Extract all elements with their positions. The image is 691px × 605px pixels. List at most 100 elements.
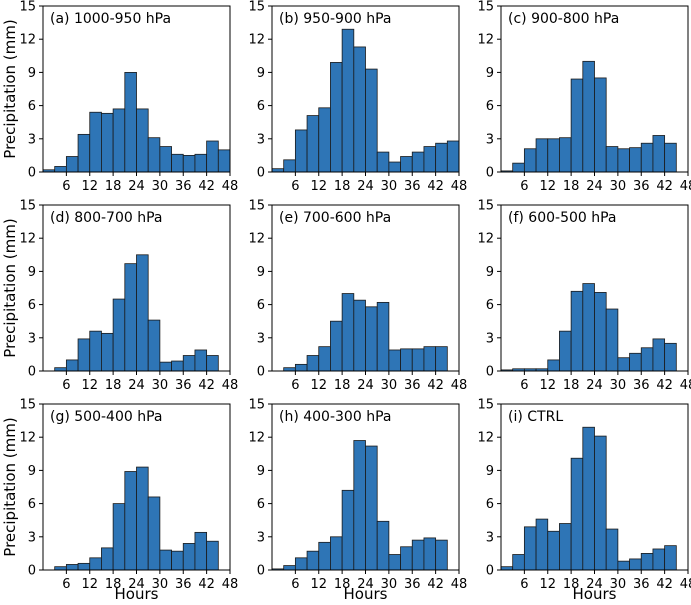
x-tick-label: 6 xyxy=(62,378,70,393)
x-tick-label: 36 xyxy=(175,378,192,393)
x-tick-label: 24 xyxy=(128,378,145,393)
bar xyxy=(629,558,642,571)
y-tick-label: 0 xyxy=(486,166,494,181)
x-tick-label: 24 xyxy=(357,179,374,194)
bar xyxy=(629,147,642,173)
y-tick-label: 6 xyxy=(28,99,36,114)
bar xyxy=(365,306,378,372)
y-tick-label: 3 xyxy=(28,331,36,346)
x-tick-label: 24 xyxy=(586,577,603,592)
panel-title: (h) 400-300 hPa xyxy=(279,409,391,425)
bar xyxy=(365,68,378,173)
bar xyxy=(112,108,126,173)
bar xyxy=(388,349,401,372)
x-tick-label: 24 xyxy=(128,179,145,194)
bar xyxy=(159,549,172,571)
y-tick-label: 6 xyxy=(486,99,494,114)
panel-title: (d) 800-700 hPa xyxy=(50,210,162,226)
panel-title: (c) 900-800 hPa xyxy=(508,11,619,27)
y-axis-label: Precipitation (mm) xyxy=(1,218,19,357)
bar xyxy=(217,149,231,173)
y-tick-label: 0 xyxy=(257,166,265,181)
x-tick-label: 48 xyxy=(680,577,691,592)
x-tick-label: 42 xyxy=(198,577,215,592)
bar xyxy=(423,537,437,571)
bar xyxy=(353,440,366,571)
x-tick-label: 48 xyxy=(451,378,468,393)
x-tick-label: 18 xyxy=(105,378,122,393)
y-tick-label: 9 xyxy=(28,464,36,479)
bar xyxy=(559,330,572,372)
x-tick-label: 42 xyxy=(198,179,215,194)
y-tick-label: 6 xyxy=(28,497,36,512)
x-tick-label: 6 xyxy=(62,179,70,194)
y-tick-label: 15 xyxy=(477,199,494,214)
x-tick-label: 6 xyxy=(520,577,528,592)
bar xyxy=(559,523,572,571)
bar xyxy=(124,72,137,173)
bar xyxy=(306,355,320,372)
y-tick-label: 15 xyxy=(248,199,265,214)
bar xyxy=(65,359,79,372)
y-tick-label: 3 xyxy=(486,530,494,545)
bar xyxy=(652,548,666,571)
bar xyxy=(147,319,161,372)
x-tick-label: 18 xyxy=(105,577,122,592)
panel-title: (b) 950-900 hPa xyxy=(279,11,391,27)
bar xyxy=(341,28,355,173)
bar xyxy=(435,142,448,173)
bar xyxy=(65,564,79,571)
bar xyxy=(136,466,149,571)
y-tick-label: 9 xyxy=(257,265,265,280)
bar xyxy=(400,546,413,571)
bar xyxy=(435,539,448,571)
x-tick-label: 12 xyxy=(81,378,98,393)
bar xyxy=(136,108,149,173)
bar xyxy=(570,457,584,571)
bar xyxy=(400,348,413,372)
bar xyxy=(353,46,366,173)
bar xyxy=(617,357,630,372)
bar xyxy=(547,359,560,372)
panel-title: (f) 600-500 hPa xyxy=(508,210,617,226)
y-tick-label: 0 xyxy=(257,365,265,380)
x-tick-label: 30 xyxy=(381,577,398,592)
bar xyxy=(640,142,654,173)
bar xyxy=(294,363,308,372)
x-tick-label: 42 xyxy=(656,179,673,194)
bar xyxy=(89,111,102,173)
bar xyxy=(194,349,208,372)
bar xyxy=(376,520,390,571)
y-tick-label: 9 xyxy=(486,464,494,479)
bar xyxy=(182,543,196,571)
bar xyxy=(159,361,172,372)
y-tick-label: 15 xyxy=(19,199,36,214)
bar xyxy=(523,526,537,571)
bar xyxy=(376,301,390,372)
x-tick-label: 30 xyxy=(152,179,169,194)
x-tick-label: 18 xyxy=(563,577,580,592)
x-tick-label: 36 xyxy=(175,179,192,194)
bar xyxy=(206,355,219,372)
y-tick-label: 6 xyxy=(257,298,265,313)
bar xyxy=(594,435,607,571)
x-tick-label: 36 xyxy=(404,179,421,194)
x-tick-label: 18 xyxy=(105,179,122,194)
x-tick-label: 36 xyxy=(175,577,192,592)
y-tick-label: 3 xyxy=(486,331,494,346)
x-tick-label: 30 xyxy=(610,179,627,194)
x-tick-label: 30 xyxy=(610,577,627,592)
y-tick-label: 15 xyxy=(477,398,494,413)
bar xyxy=(582,283,595,372)
x-tick-label: 48 xyxy=(451,577,468,592)
x-tick-label: 42 xyxy=(427,378,444,393)
bar xyxy=(411,539,425,571)
x-tick-label: 42 xyxy=(427,577,444,592)
x-tick-label: 24 xyxy=(586,378,603,393)
y-tick-label: 9 xyxy=(28,265,36,280)
y-tick-label: 15 xyxy=(19,0,36,15)
x-tick-label: 24 xyxy=(357,378,374,393)
bar xyxy=(330,320,343,372)
